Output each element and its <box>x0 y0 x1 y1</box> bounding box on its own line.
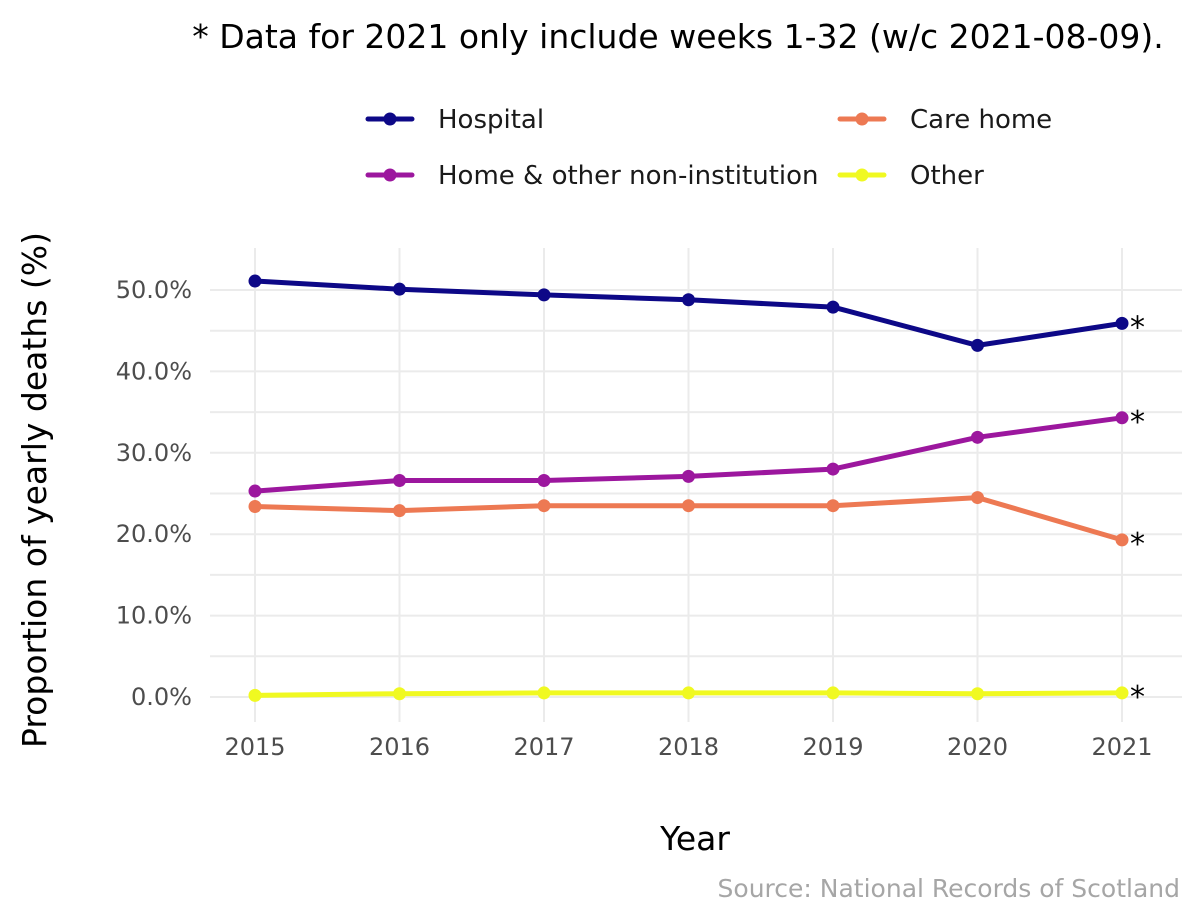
legend-label: Care home <box>910 105 1052 135</box>
plot-area: 0.0%10.0%20.0%30.0%40.0%50.0% 2015 2016 20… <box>116 248 1182 761</box>
data-point <box>537 473 551 487</box>
annotation-star: * <box>1130 405 1145 440</box>
x-tick-label: 2021 <box>1091 733 1152 761</box>
y-tick-label: 0.0% <box>131 683 192 711</box>
x-axis-ticks: 2015 2016 2017 2018 2019 2020 2021 <box>224 733 1152 761</box>
data-point <box>393 282 406 296</box>
y-axis-ticks: 0.0% 10.0% 20.0% 30.0% 40.0% 50.0% <box>116 276 192 711</box>
y-tick-label: 40.0% <box>116 357 192 385</box>
annotation-star: * <box>1130 680 1145 715</box>
legend-key-point <box>855 112 869 126</box>
data-point <box>537 686 551 700</box>
series-points <box>248 274 1129 702</box>
data-point <box>682 293 695 307</box>
data-point <box>1115 533 1129 547</box>
data-point <box>248 274 262 288</box>
legend-label: Home & other non-institution <box>438 161 819 191</box>
y-tick-label: 50.0% <box>116 276 192 304</box>
data-point <box>826 462 840 476</box>
annotation-markers: * * * * <box>1130 310 1145 715</box>
data-point <box>826 300 840 314</box>
data-point <box>682 469 695 483</box>
annotation-star: * <box>1130 310 1145 345</box>
x-axis-title: Year <box>659 819 730 858</box>
x-tick-label: 2016 <box>369 733 430 761</box>
legend: Hospital Care home Home & other non-instit… <box>365 105 1052 191</box>
x-tick-label: 2019 <box>802 733 863 761</box>
x-tick-label: 2015 <box>224 733 285 761</box>
data-point <box>248 484 262 498</box>
source-caption: Source: National Records of Scotland <box>718 874 1180 903</box>
data-point <box>537 288 551 302</box>
data-point <box>971 491 984 505</box>
legend-label: Hospital <box>438 105 544 135</box>
legend-key-point <box>383 112 397 126</box>
data-point <box>971 338 984 352</box>
data-point <box>682 499 695 513</box>
x-tick-label: 2018 <box>658 733 719 761</box>
data-point <box>1115 316 1129 330</box>
y-tick-label: 30.0% <box>116 439 192 467</box>
data-point <box>393 473 406 487</box>
data-point <box>248 688 262 702</box>
chart-title: * Data for 2021 only include weeks 1-32 … <box>192 17 1164 56</box>
y-axis-title: Proportion of yearly deaths (%) <box>15 232 54 748</box>
data-point <box>1115 686 1129 700</box>
data-point <box>1115 411 1129 425</box>
data-point <box>393 504 406 518</box>
legend-key-point <box>855 168 869 182</box>
annotation-star: * <box>1130 527 1145 562</box>
data-point <box>248 500 262 514</box>
data-point <box>682 686 695 700</box>
x-tick-label: 2020 <box>947 733 1008 761</box>
y-tick-label: 20.0% <box>116 520 192 548</box>
data-point <box>826 499 840 513</box>
data-point <box>826 686 840 700</box>
data-point <box>971 687 984 701</box>
y-tick-label: 10.0% <box>116 602 192 630</box>
data-point <box>393 687 406 701</box>
legend-key-point <box>383 168 397 182</box>
legend-label: Other <box>910 161 984 191</box>
x-tick-label: 2017 <box>513 733 574 761</box>
data-point <box>971 430 984 444</box>
data-point <box>537 499 551 513</box>
